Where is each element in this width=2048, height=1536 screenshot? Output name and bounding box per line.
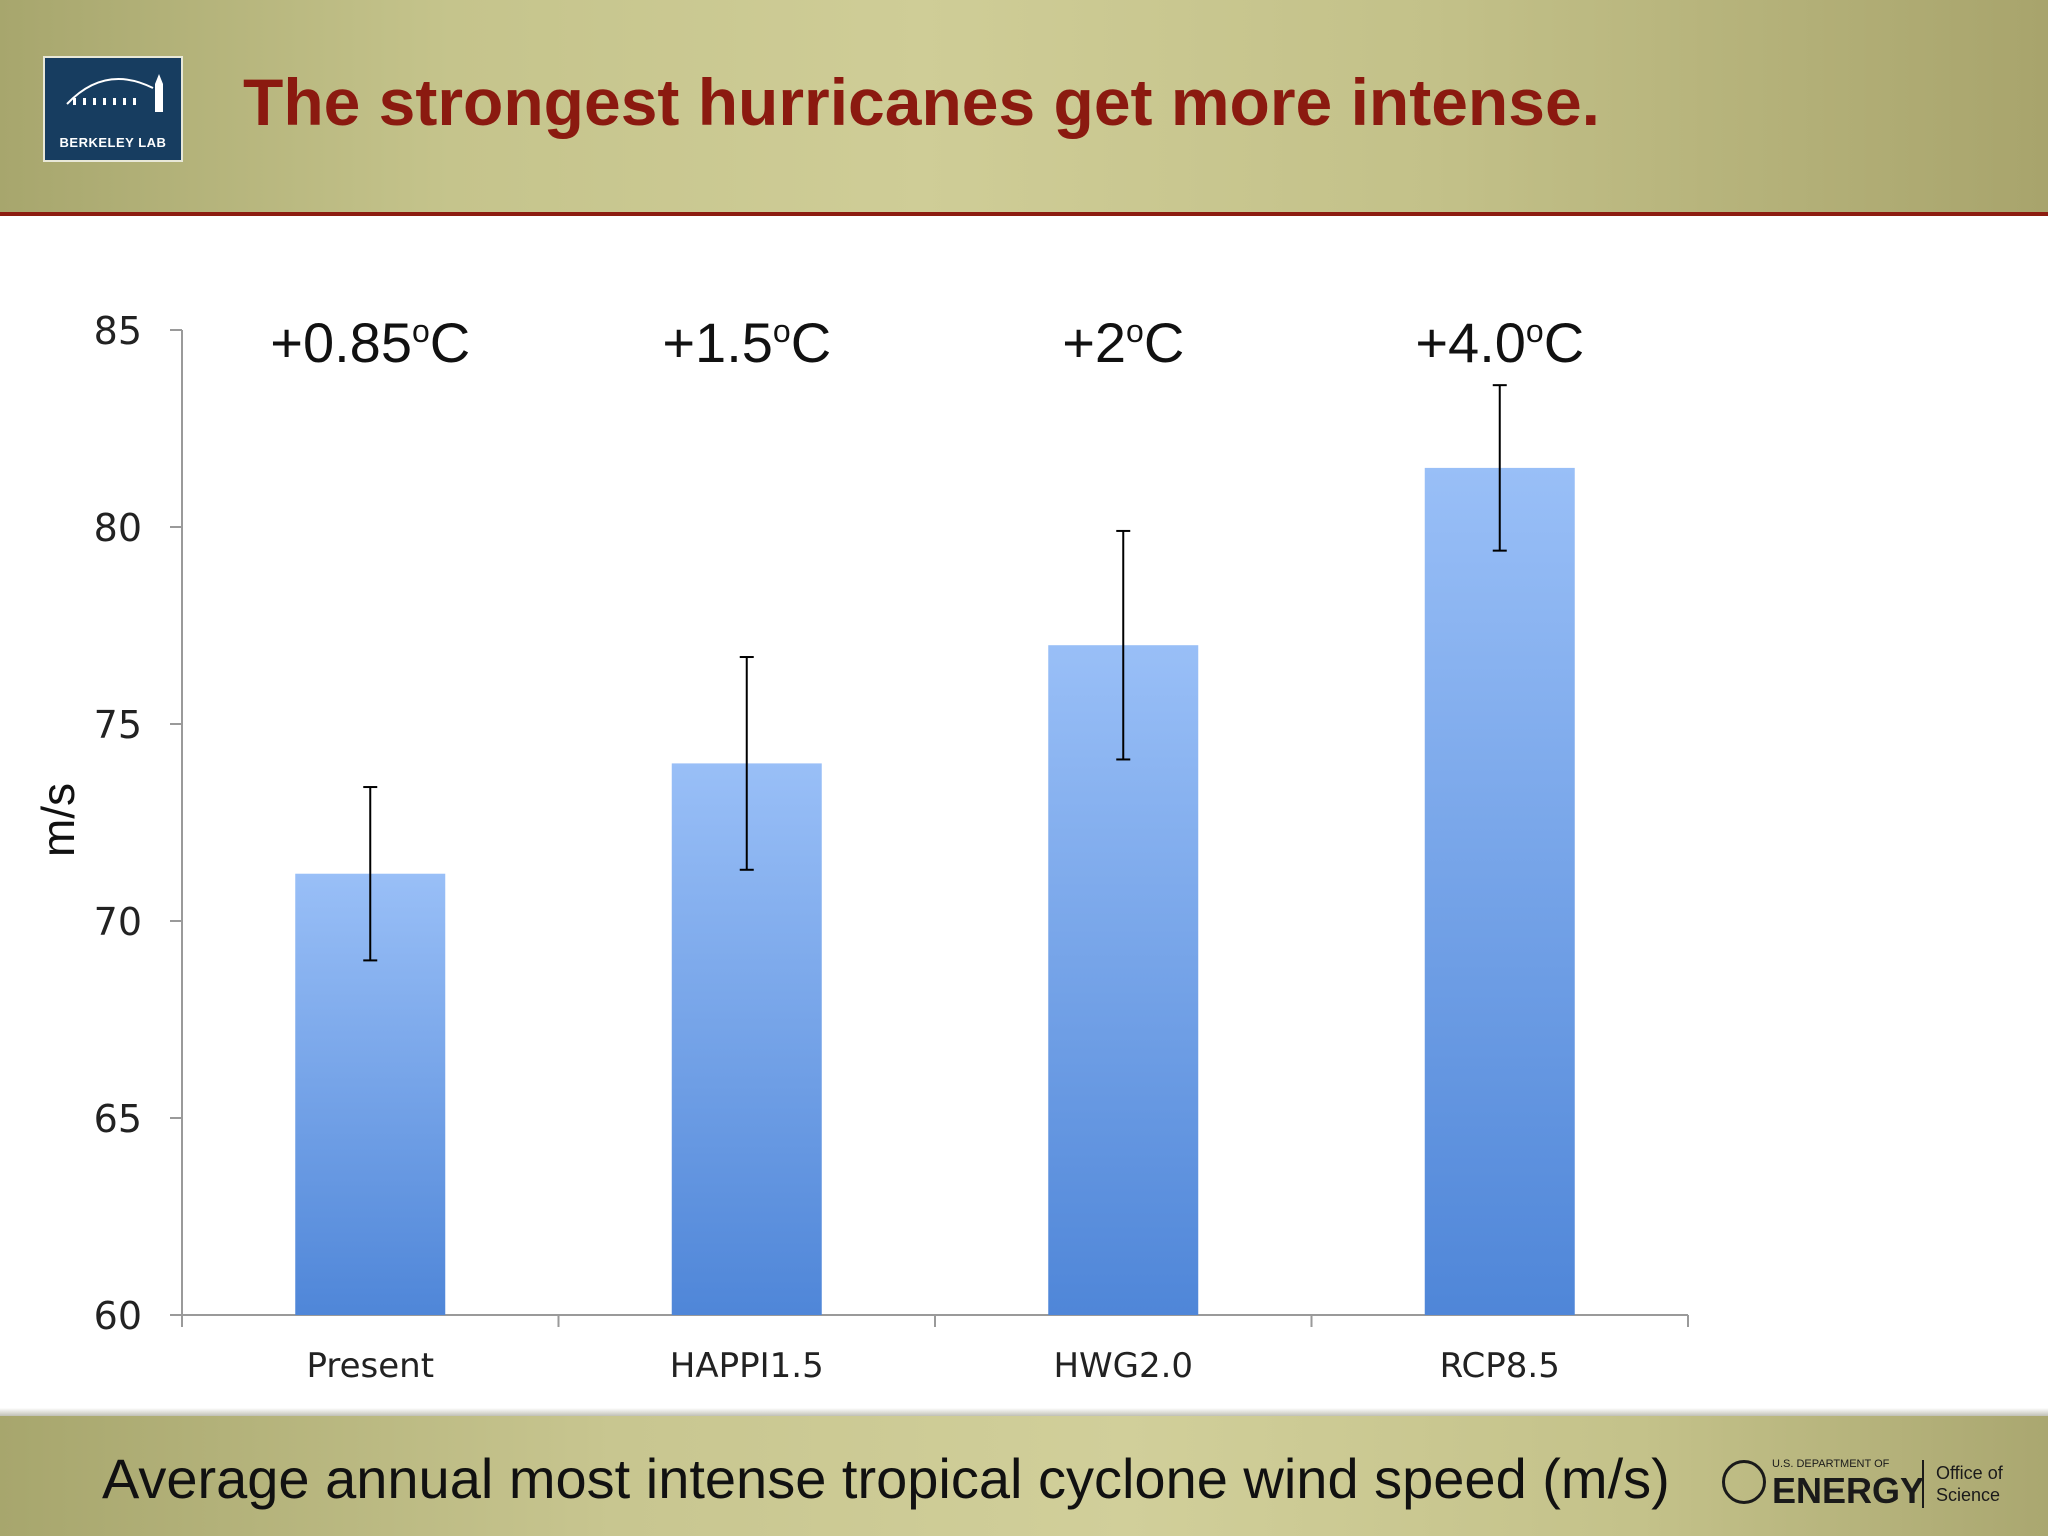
category-label: RCP8.5 <box>1440 1346 1560 1386</box>
doe-energy-text: ENERGY <box>1772 1470 1925 1511</box>
footer-shadow <box>0 1408 2048 1418</box>
doe-office-text: Office of Science <box>1936 1463 2003 1505</box>
bar <box>1424 467 1575 1315</box>
berkeley-lab-logo: BERKELEY LAB <box>43 56 183 162</box>
y-axis: 60 65 70 75 80 85 <box>94 309 183 1338</box>
footer-caption: Average annual most intense tropical cyc… <box>102 1447 1670 1510</box>
category-label: HWG2.0 <box>1053 1346 1193 1386</box>
warming-labels: +0.85oC +1.5oC +2oC +4.0oC <box>270 311 1584 374</box>
warming-label: +1.5oC <box>662 311 831 374</box>
y-tick-label: 80 <box>94 506 142 550</box>
slide-header <box>0 0 2048 212</box>
category-label: Present <box>306 1346 434 1386</box>
bars <box>295 467 1575 1315</box>
y-tick-label: 85 <box>94 309 142 353</box>
error-bars <box>363 384 1507 962</box>
category-label: HAPPI1.5 <box>670 1346 824 1386</box>
y-axis-title: m/s <box>32 783 84 857</box>
doe-logo-divider <box>1922 1460 1924 1508</box>
bar-chart: 60 65 70 75 80 85 Present HAPPI1.5 HWG2.0 RCP8.5… <box>32 309 1689 1386</box>
warming-label: +4.0oC <box>1415 311 1584 374</box>
header-divider <box>0 212 2048 216</box>
doe-department-text: U.S. DEPARTMENT OF <box>1772 1458 1890 1470</box>
slide-footer <box>0 1416 2048 1536</box>
y-tick-label: 75 <box>94 703 142 747</box>
warming-label: +2oC <box>1062 311 1184 374</box>
y-tick-label: 60 <box>94 1294 142 1338</box>
berkeley-lab-logo-mark <box>66 74 163 112</box>
doe-office-of-science-logo: U.S. DEPARTMENT OF ENERGY Office of Scie… <box>1716 1452 2016 1516</box>
slide-title: The strongest hurricanes get more intens… <box>243 65 1600 139</box>
category-labels: Present HAPPI1.5 HWG2.0 RCP8.5 <box>306 1346 1559 1386</box>
doe-seal-icon <box>1722 1460 1766 1504</box>
x-axis <box>181 1314 1689 1327</box>
y-tick-label: 65 <box>94 1097 142 1141</box>
berkeley-lab-logo-text: BERKELEY LAB <box>59 135 167 150</box>
y-tick-label: 70 <box>94 900 142 944</box>
warming-label: +0.85oC <box>270 311 470 374</box>
